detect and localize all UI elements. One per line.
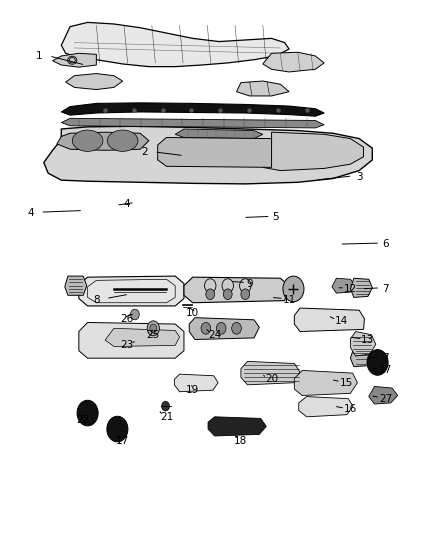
- Ellipse shape: [72, 130, 103, 151]
- Circle shape: [283, 276, 304, 302]
- Text: 8: 8: [93, 295, 100, 304]
- Circle shape: [367, 350, 388, 375]
- Polygon shape: [241, 361, 300, 385]
- Text: 9: 9: [246, 279, 253, 288]
- Text: 25: 25: [147, 330, 160, 340]
- Polygon shape: [57, 132, 149, 150]
- Polygon shape: [174, 374, 218, 392]
- Text: 4: 4: [124, 199, 131, 208]
- Polygon shape: [350, 332, 376, 356]
- Polygon shape: [61, 22, 289, 67]
- Polygon shape: [44, 126, 372, 184]
- Text: 13: 13: [361, 335, 374, 345]
- Circle shape: [216, 322, 226, 334]
- Polygon shape: [65, 276, 87, 295]
- Text: 7: 7: [382, 353, 389, 363]
- Polygon shape: [158, 138, 272, 167]
- Circle shape: [206, 289, 215, 300]
- Text: 5: 5: [272, 213, 279, 222]
- Text: 19: 19: [186, 385, 199, 395]
- Text: 7: 7: [382, 284, 389, 294]
- Text: 17: 17: [116, 437, 129, 446]
- Text: 21: 21: [160, 412, 173, 422]
- Polygon shape: [53, 53, 96, 67]
- Text: 26: 26: [120, 314, 134, 324]
- Circle shape: [150, 324, 157, 333]
- Polygon shape: [189, 318, 259, 340]
- Circle shape: [232, 322, 241, 334]
- Text: 23: 23: [120, 341, 134, 350]
- Polygon shape: [263, 132, 364, 171]
- Polygon shape: [208, 417, 266, 436]
- Circle shape: [147, 321, 159, 336]
- Polygon shape: [350, 348, 373, 367]
- Polygon shape: [294, 308, 364, 332]
- Text: 16: 16: [344, 405, 357, 414]
- Text: 3: 3: [356, 172, 363, 182]
- Circle shape: [107, 416, 128, 442]
- Text: 24: 24: [208, 330, 221, 340]
- Circle shape: [201, 322, 211, 334]
- Text: 14: 14: [335, 316, 348, 326]
- Text: 27: 27: [379, 394, 392, 403]
- Text: 20: 20: [265, 375, 278, 384]
- Circle shape: [131, 309, 139, 320]
- Text: 11: 11: [283, 295, 296, 304]
- Polygon shape: [332, 278, 356, 293]
- Polygon shape: [175, 129, 263, 139]
- Polygon shape: [61, 103, 324, 116]
- Circle shape: [162, 401, 170, 411]
- Circle shape: [241, 289, 250, 300]
- Circle shape: [77, 400, 98, 426]
- Polygon shape: [61, 118, 324, 128]
- Text: 6: 6: [382, 239, 389, 249]
- Text: 1: 1: [36, 51, 43, 61]
- Polygon shape: [66, 74, 123, 90]
- Text: 15: 15: [339, 378, 353, 387]
- Text: 22: 22: [77, 415, 90, 425]
- Text: 18: 18: [234, 437, 247, 446]
- Polygon shape: [294, 370, 357, 395]
- Polygon shape: [237, 81, 289, 96]
- Text: 2: 2: [141, 147, 148, 157]
- Polygon shape: [184, 277, 289, 303]
- Polygon shape: [263, 52, 324, 72]
- Polygon shape: [369, 386, 398, 404]
- Polygon shape: [299, 397, 353, 417]
- Polygon shape: [79, 276, 184, 306]
- Text: 17: 17: [379, 366, 392, 375]
- Text: 10: 10: [186, 309, 199, 318]
- Polygon shape: [105, 328, 180, 346]
- Polygon shape: [350, 278, 372, 297]
- Text: 4: 4: [27, 208, 34, 218]
- Text: 12: 12: [344, 284, 357, 294]
- Polygon shape: [79, 322, 184, 358]
- Ellipse shape: [107, 130, 138, 151]
- Circle shape: [223, 289, 232, 300]
